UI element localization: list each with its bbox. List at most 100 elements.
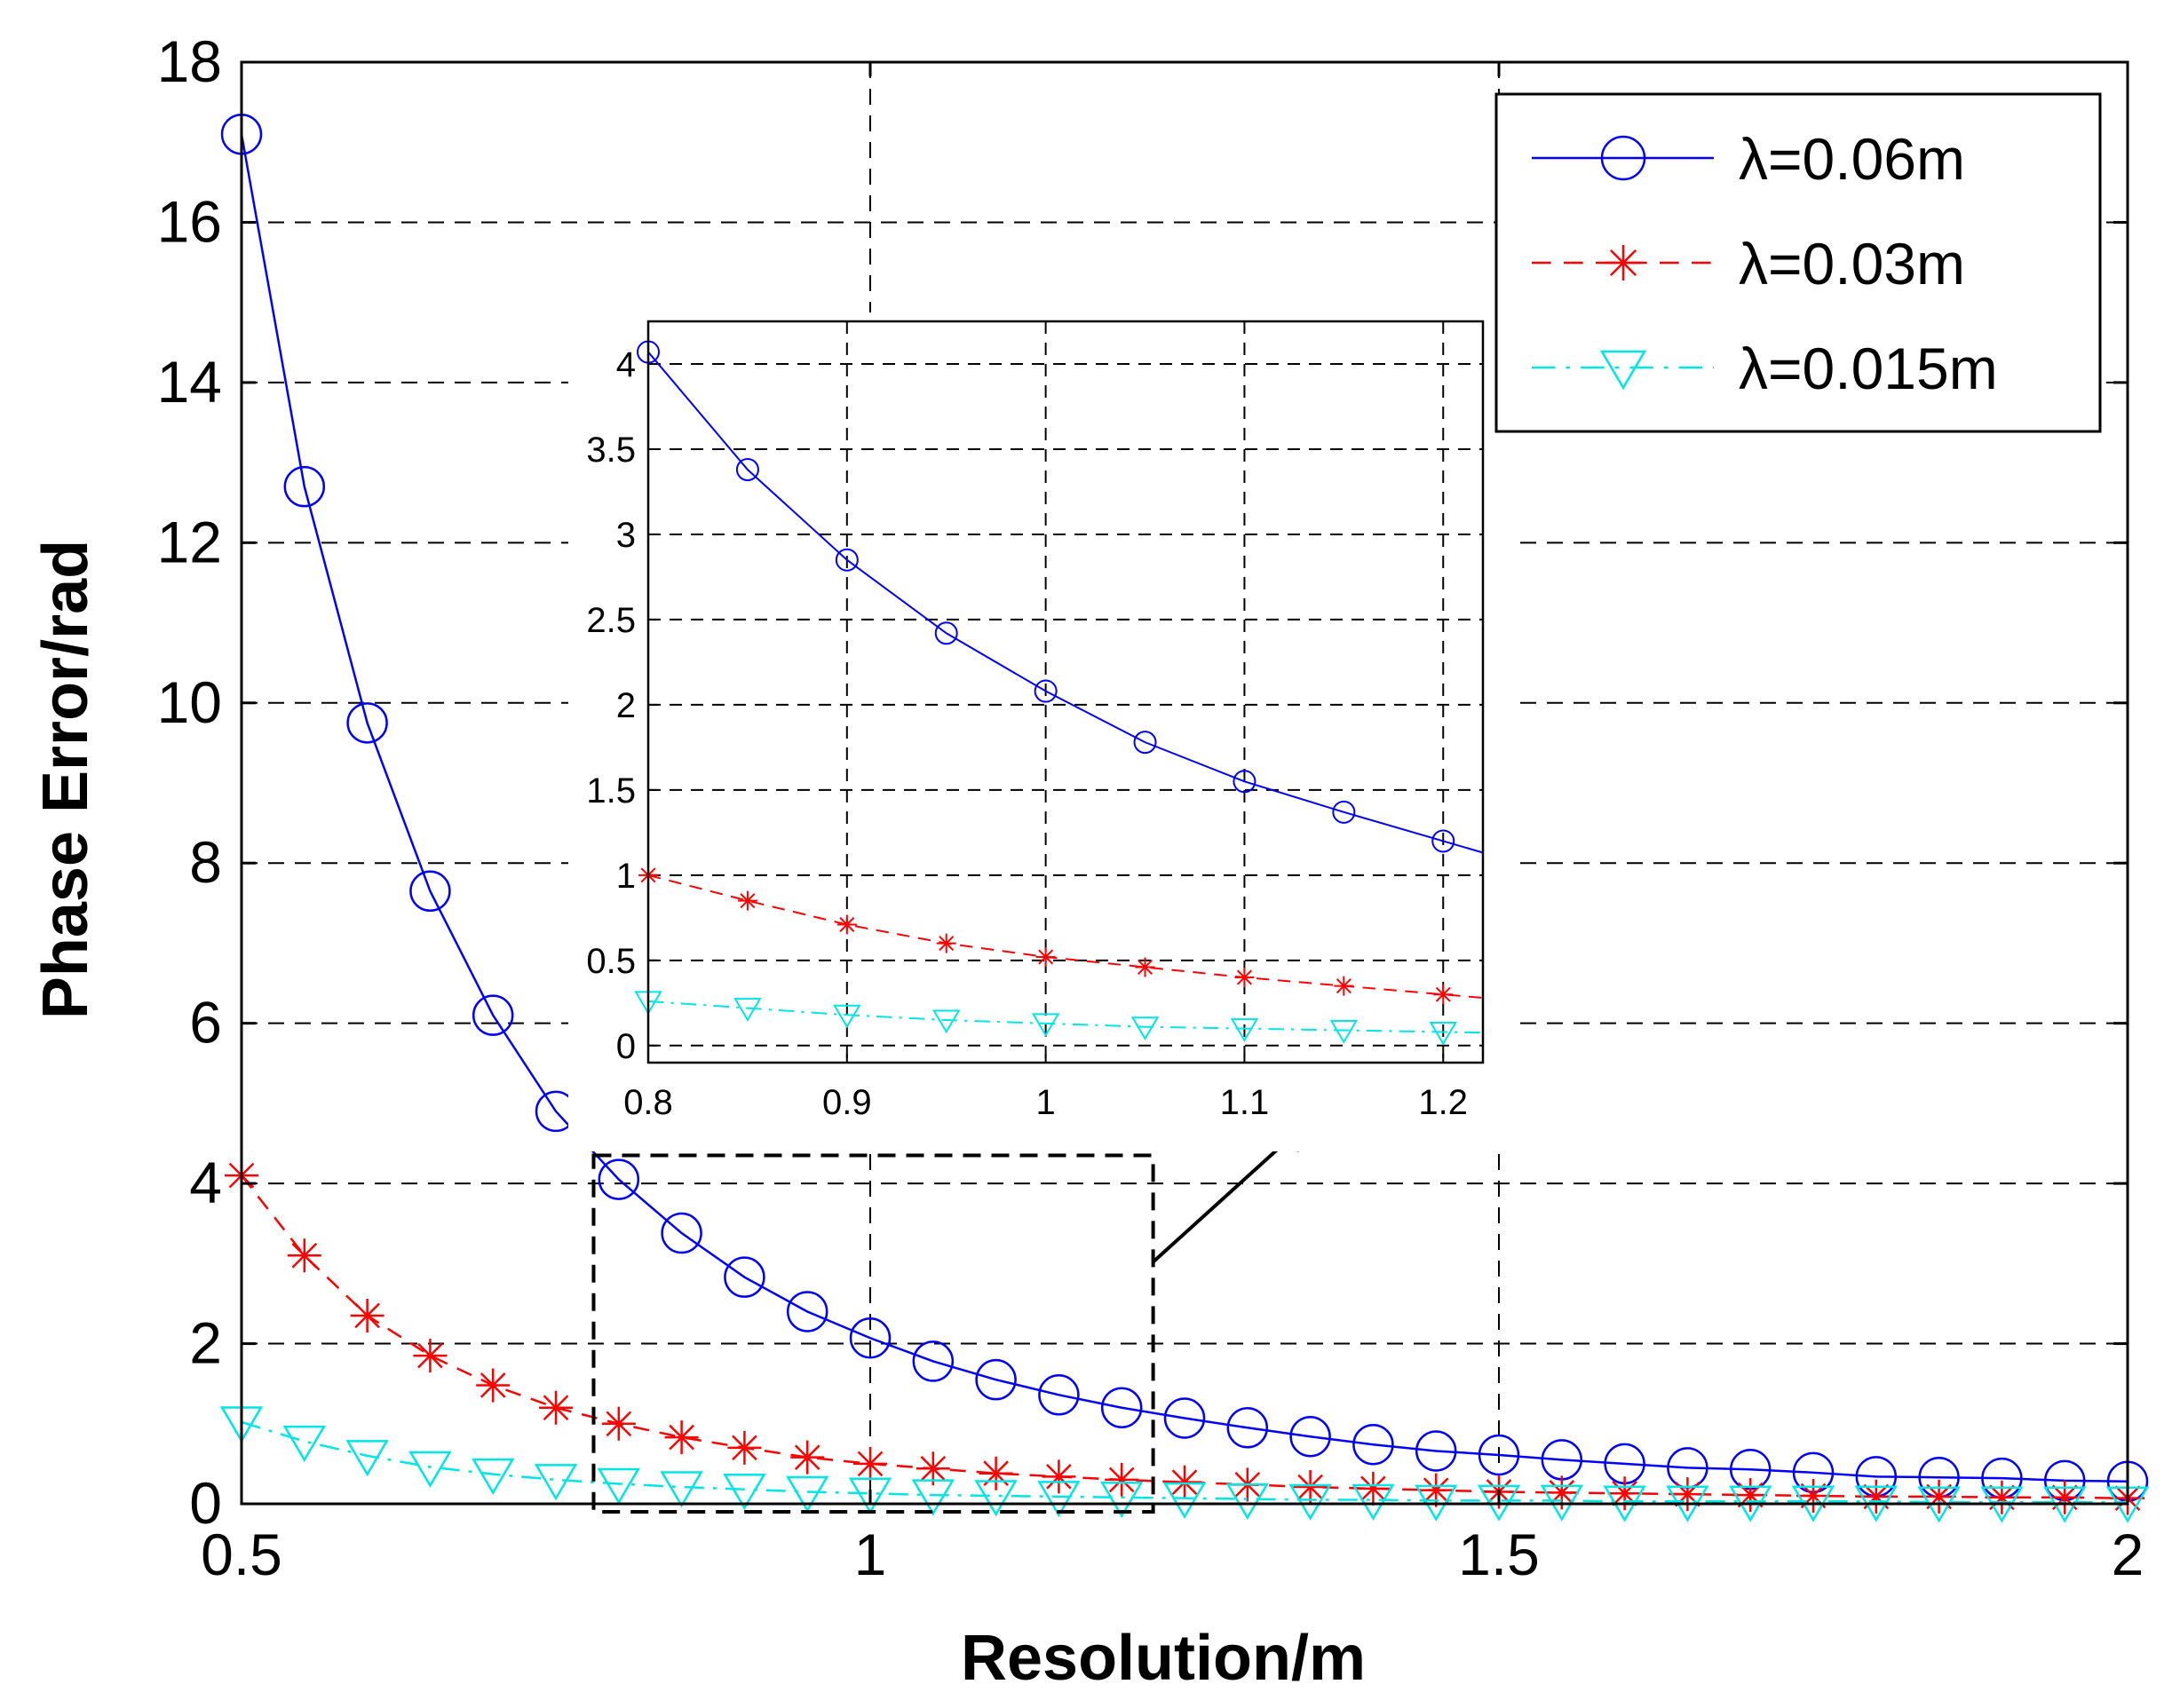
inset-data-point-1 (1135, 957, 1155, 977)
data-point-1 (1796, 1478, 1830, 1513)
inset-data-point-2 (1329, 1020, 1359, 1044)
data-point-2 (282, 1425, 326, 1462)
legend-marker (1599, 350, 1647, 391)
inset-background (568, 312, 1510, 1151)
data-point-2 (974, 1480, 1018, 1517)
data-point-2 (345, 1440, 389, 1477)
data-point-2 (408, 1451, 452, 1488)
data-point-2 (1037, 1481, 1081, 1518)
data-point-0 (1289, 1415, 1331, 1458)
inset-x-tick-label: 0.9 (822, 1083, 872, 1122)
data-point-1 (1168, 1465, 1201, 1499)
data-point-0 (1415, 1430, 1457, 1472)
series-line-2 (241, 1420, 2128, 1504)
data-point-0 (409, 870, 451, 913)
inset-frame (646, 320, 1485, 1064)
y-tick-label: 0 (189, 1470, 222, 1536)
data-point-1 (1105, 1462, 1139, 1497)
data-point-2 (1288, 1483, 1332, 1521)
inset-x-tick-label: 1.1 (1220, 1083, 1270, 1122)
inset-y-tick-label: 0 (616, 1027, 636, 1066)
data-point-0 (346, 702, 388, 744)
data-point-2 (472, 1458, 515, 1495)
series-line-1 (241, 1174, 2128, 1499)
inset-y-tick-label: 3 (616, 516, 636, 555)
y-tick-label: 6 (189, 990, 222, 1056)
data-point-0 (912, 1340, 955, 1382)
y-tick-label: 4 (189, 1150, 222, 1215)
inset-y-tick-label: 1.5 (586, 771, 636, 811)
legend-label: λ=0.06m (1739, 126, 1965, 192)
inset-data-point-0 (1233, 770, 1256, 794)
data-point-0 (1163, 1397, 1206, 1439)
inset-data-point-1 (1035, 946, 1056, 967)
inset-x-tick-label: 1 (1035, 1083, 1055, 1122)
legend-marker (1605, 245, 1641, 281)
data-point-1 (979, 1456, 1013, 1491)
inset-chart: 0.8 0.9 1 1.1 1.2 0 0.5 1 1.5 2 2.5 3 3.5 4 (568, 312, 1510, 1151)
inset-series-line-2 (647, 1000, 1484, 1034)
data-point-1 (1859, 1479, 1893, 1514)
main-plot-frame (240, 60, 2129, 1506)
inset-data-point-1 (836, 914, 857, 935)
zoom-region-box (591, 1153, 1155, 1514)
data-point-0 (1038, 1374, 1080, 1416)
inset-data-point-2 (833, 1004, 861, 1029)
inset-data-point-0 (835, 548, 859, 572)
data-point-1 (790, 1440, 825, 1475)
data-point-1 (1293, 1470, 1328, 1505)
data-point-1 (1670, 1477, 1705, 1512)
x-tick-label: 1.5 (1458, 1522, 1540, 1587)
data-point-1 (350, 1298, 384, 1332)
data-point-0 (598, 1158, 640, 1200)
data-point-1 (916, 1451, 950, 1486)
x-tick-label: 2 (2112, 1522, 2144, 1587)
x-tick-label: 1 (854, 1522, 887, 1587)
data-point-2 (1162, 1482, 1207, 1520)
inset-y-tick-label: 2 (616, 686, 636, 725)
inset-y-tick-label: 1 (616, 857, 636, 896)
data-point-1 (1733, 1478, 1768, 1513)
inset-data-point-1 (936, 933, 956, 953)
y-axis-title: Phase Error/rad (30, 540, 101, 1019)
data-point-0 (1352, 1423, 1394, 1466)
data-point-2 (911, 1479, 955, 1516)
data-point-1 (1042, 1459, 1076, 1494)
data-point-1 (1544, 1475, 1579, 1510)
data-point-1 (601, 1406, 636, 1441)
data-point-1 (727, 1430, 762, 1465)
inset-x-tick-label: 1.2 (1418, 1083, 1468, 1122)
data-point-1 (2048, 1480, 2082, 1514)
x-tick-label: 0.5 (201, 1522, 282, 1587)
inset-data-point-2 (1130, 1016, 1160, 1040)
inset-data-point-2 (733, 998, 762, 1022)
inset-y-tick-label: 2.5 (586, 601, 636, 640)
inset-series-line-1 (647, 874, 1484, 1000)
inset-data-point-1 (1334, 976, 1354, 996)
data-point-0 (724, 1256, 765, 1298)
inset-y-tick-label: 0.5 (586, 942, 636, 981)
inset-data-point-1 (737, 890, 757, 911)
inset-data-point-1 (1433, 984, 1454, 1005)
data-point-0 (849, 1317, 892, 1359)
data-point-1 (664, 1420, 699, 1455)
data-point-1 (853, 1446, 887, 1481)
inset-data-point-2 (931, 1009, 961, 1034)
inset-y-tick-label: 3.5 (586, 431, 636, 470)
inset-data-point-0 (934, 621, 958, 645)
inset-data-point-0 (1133, 731, 1157, 755)
data-point-0 (661, 1212, 702, 1254)
y-tick-label: 18 (157, 28, 222, 94)
y-tick-label: 16 (157, 188, 222, 254)
inset-series-line-0 (647, 351, 1484, 854)
inset-y-tick-label: 4 (616, 345, 636, 384)
inset-data-point-1 (1234, 968, 1255, 988)
data-point-1 (476, 1368, 511, 1403)
data-point-0 (472, 994, 514, 1036)
data-point-0 (283, 465, 326, 508)
data-point-1 (1922, 1479, 1956, 1514)
data-point-0 (1226, 1407, 1269, 1449)
data-point-0 (975, 1358, 1017, 1401)
